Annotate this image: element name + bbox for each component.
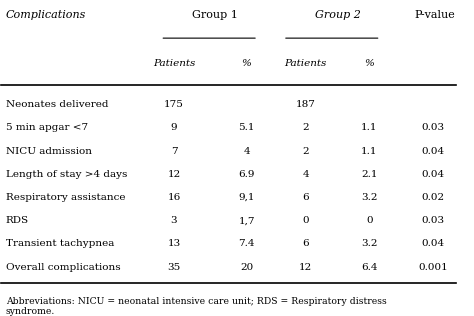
Text: Group 2: Group 2 (315, 10, 360, 20)
Text: 16: 16 (167, 193, 181, 202)
Text: 6: 6 (302, 239, 309, 248)
Text: Complications: Complications (6, 10, 86, 20)
Text: 6.4: 6.4 (361, 263, 377, 271)
Text: %: % (242, 59, 252, 68)
Text: 0.04: 0.04 (421, 147, 445, 156)
Text: 2: 2 (302, 147, 309, 156)
Text: 0: 0 (366, 216, 373, 225)
Text: 3.2: 3.2 (361, 193, 377, 202)
Text: 2: 2 (302, 124, 309, 132)
Text: RDS: RDS (6, 216, 29, 225)
Text: 9: 9 (171, 124, 177, 132)
Text: Length of stay >4 days: Length of stay >4 days (6, 170, 128, 179)
Text: 0.04: 0.04 (421, 170, 445, 179)
Text: 0.03: 0.03 (421, 124, 445, 132)
Text: Patients: Patients (284, 59, 327, 68)
Text: 7.4: 7.4 (238, 239, 255, 248)
Text: 0.03: 0.03 (421, 216, 445, 225)
Text: %: % (365, 59, 374, 68)
Text: 2.1: 2.1 (361, 170, 377, 179)
Text: Group 1: Group 1 (192, 10, 238, 20)
Text: 6.9: 6.9 (238, 170, 255, 179)
Text: 7: 7 (171, 147, 177, 156)
Text: Respiratory assistance: Respiratory assistance (6, 193, 126, 202)
Text: Overall complications: Overall complications (6, 263, 120, 271)
Text: P-value: P-value (415, 10, 456, 20)
Text: 175: 175 (164, 100, 184, 109)
Text: 0.02: 0.02 (421, 193, 445, 202)
Text: NICU admission: NICU admission (6, 147, 92, 156)
Text: 20: 20 (240, 263, 253, 271)
Text: 1.1: 1.1 (361, 124, 377, 132)
Text: Abbreviations: NICU = neonatal intensive care unit; RDS = Respiratory distress
s: Abbreviations: NICU = neonatal intensive… (6, 297, 387, 316)
Text: 187: 187 (296, 100, 316, 109)
Text: 6: 6 (302, 193, 309, 202)
Text: Patients: Patients (153, 59, 195, 68)
Text: 13: 13 (167, 239, 181, 248)
Text: 9,1: 9,1 (238, 193, 255, 202)
Text: 1.1: 1.1 (361, 147, 377, 156)
Text: Transient tachypnea: Transient tachypnea (6, 239, 114, 248)
Text: 5 min apgar <7: 5 min apgar <7 (6, 124, 88, 132)
Text: 4: 4 (243, 147, 250, 156)
Text: 0: 0 (302, 216, 309, 225)
Text: 4: 4 (302, 170, 309, 179)
Text: 1,7: 1,7 (238, 216, 255, 225)
Text: 5.1: 5.1 (238, 124, 255, 132)
Text: 3: 3 (171, 216, 177, 225)
Text: Neonates delivered: Neonates delivered (6, 100, 109, 109)
Text: 12: 12 (299, 263, 312, 271)
Text: 12: 12 (167, 170, 181, 179)
Text: 0.04: 0.04 (421, 239, 445, 248)
Text: 35: 35 (167, 263, 181, 271)
Text: 3.2: 3.2 (361, 239, 377, 248)
Text: 0.001: 0.001 (418, 263, 448, 271)
